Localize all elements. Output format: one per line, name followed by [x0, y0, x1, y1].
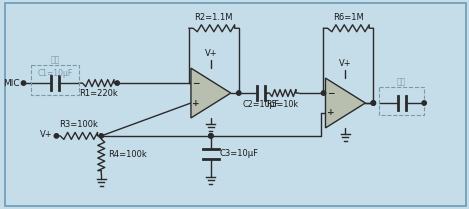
Circle shape: [236, 91, 241, 95]
Text: C1=10μF: C1=10μF: [38, 69, 73, 78]
Bar: [31, 65, 79, 95]
Text: V+: V+: [204, 49, 217, 58]
Circle shape: [54, 134, 59, 138]
Text: C2=10μF: C2=10μF: [242, 100, 279, 109]
Circle shape: [209, 134, 213, 138]
Circle shape: [99, 134, 104, 138]
Polygon shape: [325, 78, 365, 128]
Text: +: +: [327, 108, 334, 117]
Text: R2=1.1M: R2=1.1M: [195, 13, 233, 22]
Text: R3=100k: R3=100k: [60, 120, 98, 129]
Circle shape: [371, 101, 376, 105]
Text: R1=220k: R1=220k: [79, 89, 118, 98]
Polygon shape: [191, 68, 231, 118]
Circle shape: [422, 101, 426, 105]
Circle shape: [371, 101, 376, 105]
Text: 可选: 可选: [397, 77, 406, 86]
Text: 可选: 可选: [51, 55, 60, 64]
Text: R6=1M: R6=1M: [333, 13, 364, 22]
Text: C3=10μF: C3=10μF: [220, 149, 259, 158]
Text: −: −: [327, 89, 334, 98]
Text: R4=100k: R4=100k: [108, 150, 147, 159]
Text: V+: V+: [339, 59, 352, 68]
Circle shape: [321, 91, 325, 95]
Text: +: +: [192, 98, 200, 107]
Bar: [379, 87, 424, 115]
Text: MIC: MIC: [3, 79, 20, 88]
Circle shape: [115, 81, 120, 85]
Text: V+: V+: [40, 130, 53, 139]
Text: R5=10k: R5=10k: [266, 100, 299, 109]
Circle shape: [209, 134, 213, 138]
Circle shape: [21, 81, 26, 85]
Text: −: −: [192, 79, 200, 88]
